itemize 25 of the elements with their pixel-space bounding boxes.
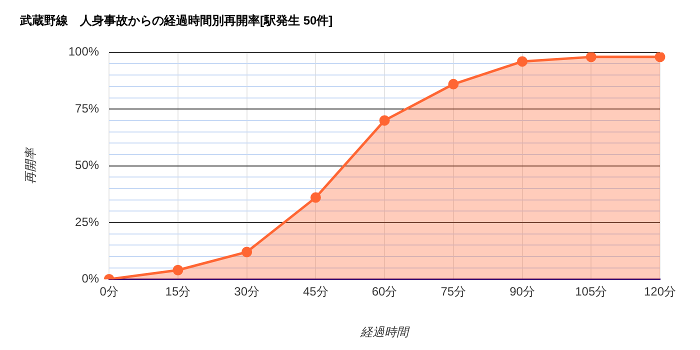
point <box>172 264 184 276</box>
y-tick-label: 0% <box>82 272 100 286</box>
point <box>310 192 321 203</box>
x-tick-label: 30分 <box>234 284 260 299</box>
x-axis-title: 経過時間 <box>360 325 411 340</box>
chart-title: 武蔵野線 人身事故からの経過時間別再開率[駅発生 50件] <box>19 14 333 28</box>
point <box>586 52 596 62</box>
x-tick-label: 45分 <box>303 284 328 299</box>
x-tick-label: 75分 <box>440 284 466 299</box>
point <box>379 115 390 126</box>
y-tick-label: 50% <box>75 158 100 172</box>
point <box>654 52 666 62</box>
point <box>242 246 252 258</box>
point <box>517 56 528 67</box>
x-tick-label: 60分 <box>372 284 398 299</box>
y-tick-label: 75% <box>75 101 100 116</box>
point <box>448 78 459 90</box>
x-tick-label: 0分 <box>100 284 118 299</box>
y-axis-title: 再開率 <box>24 146 38 184</box>
x-tick-label: 90分 <box>510 284 535 299</box>
y-tick-label: 25% <box>75 214 100 229</box>
x-tick-label: 120分 <box>644 284 676 299</box>
x-tick-label: 15分 <box>165 284 191 299</box>
x-tick-label: 105分 <box>575 284 608 299</box>
y-tick-label: 100% <box>68 44 100 59</box>
